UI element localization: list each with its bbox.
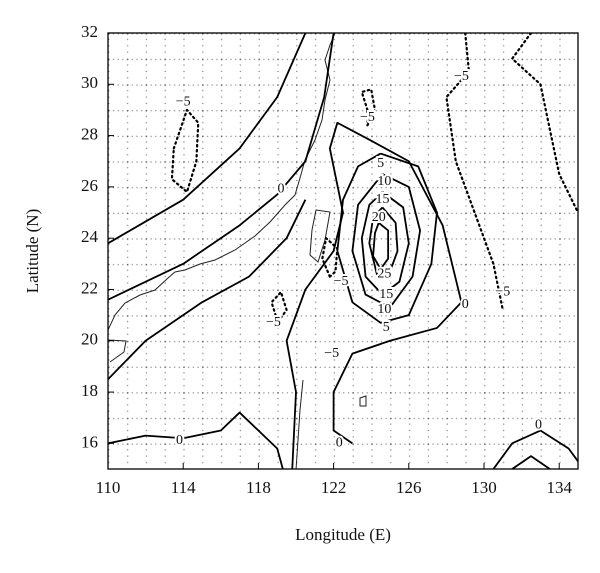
contour-label: 0 [176, 433, 183, 448]
x-axis-label: Longitude (E) [295, 525, 391, 544]
x-tick-label: 114 [171, 478, 196, 497]
contour-line [372, 222, 390, 270]
contour-label: 0 [535, 418, 542, 433]
dot-grid [108, 33, 578, 469]
contour-line [332, 301, 463, 445]
contour-label: −5 [324, 346, 339, 361]
y-tick-label: 24 [81, 227, 99, 246]
contour-label: −5 [454, 69, 469, 84]
y-axis-label: Latitude (N) [23, 209, 42, 294]
contour-label: 10 [377, 302, 391, 317]
contour-line [351, 173, 421, 309]
plot-frame [107, 32, 579, 470]
contour-label: −5 [334, 274, 349, 289]
y-tick-label: 18 [81, 381, 98, 400]
contour-label: −5 [176, 94, 191, 109]
contour-label: −5 [495, 284, 510, 299]
contour-line [511, 455, 551, 469]
x-tick-label: 110 [96, 478, 121, 497]
y-tick-label: 22 [81, 278, 98, 297]
contour-line [108, 411, 284, 469]
y-tick-label: 26 [81, 176, 98, 195]
contour-label: 20 [372, 210, 386, 225]
contour-label: 5 [383, 320, 390, 335]
contour-line [368, 206, 399, 278]
contour-label: 25 [377, 266, 391, 281]
contour-line [336, 152, 438, 324]
contour-label: 10 [377, 174, 391, 189]
contour-line [492, 429, 578, 469]
x-tick-label: 130 [471, 478, 497, 497]
coastline [108, 33, 367, 469]
contour-line [108, 33, 307, 245]
y-tick-label: 20 [81, 330, 98, 349]
y-tick-label: 16 [81, 432, 98, 451]
contour-label: 5 [377, 156, 384, 171]
contour-line [170, 108, 200, 194]
contour-label: −5 [360, 110, 375, 125]
contour-line [360, 191, 410, 296]
x-tick-label: 118 [246, 478, 271, 497]
contour-line [285, 121, 463, 469]
y-tick-label: 30 [81, 73, 98, 92]
contour-line [108, 199, 307, 380]
contour-line [360, 88, 377, 127]
contour-line [108, 33, 335, 301]
contour-line [445, 33, 504, 312]
contour-line [321, 237, 339, 278]
contour-line [270, 290, 288, 324]
y-tick-label: 32 [81, 22, 98, 41]
contour-label: 15 [375, 192, 389, 207]
x-tick-label: 134 [546, 478, 572, 497]
contour-label: 0 [277, 182, 284, 197]
contour-label: 0 [336, 436, 343, 451]
y-tick-label: 28 [81, 124, 98, 143]
contour-line [511, 33, 578, 214]
contour-label: 0 [462, 297, 469, 312]
x-tick-label: 122 [321, 478, 347, 497]
x-tick-label: 126 [396, 478, 422, 497]
contour-label: 15 [379, 287, 393, 302]
contour-label: −5 [266, 315, 281, 330]
